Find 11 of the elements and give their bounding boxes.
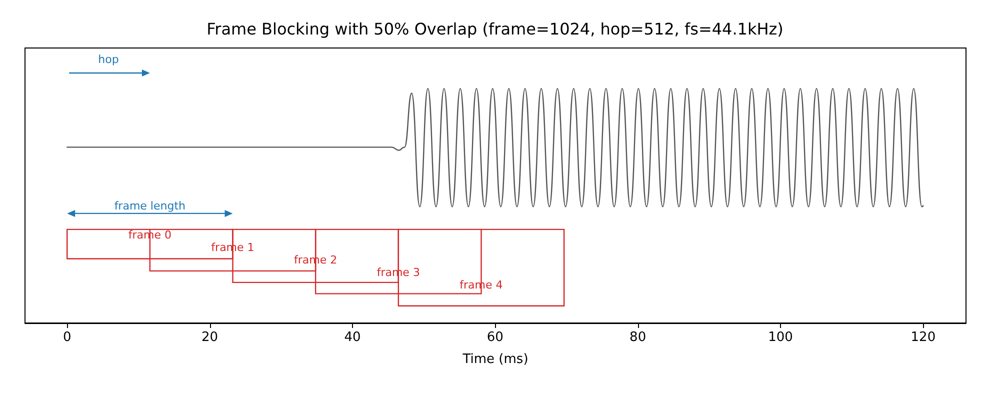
text: hop	[98, 53, 119, 66]
x-tick-label: 20	[202, 330, 218, 345]
x-tick-label: 100	[768, 330, 793, 345]
x-tick-label: 120	[910, 330, 936, 345]
annotation: frame length	[114, 199, 186, 212]
x-axis-title: Time (ms)	[462, 352, 528, 367]
x-tick-label: 80	[630, 330, 646, 345]
x-tick-label: 0	[62, 330, 72, 345]
chart-title: Frame Blocking with 50% Overlap (frame=1024, hop=512, fs=44.1kHz)	[206, 20, 784, 38]
x-tick-label: 60	[486, 330, 504, 345]
x-tick-label: 40	[344, 330, 361, 345]
